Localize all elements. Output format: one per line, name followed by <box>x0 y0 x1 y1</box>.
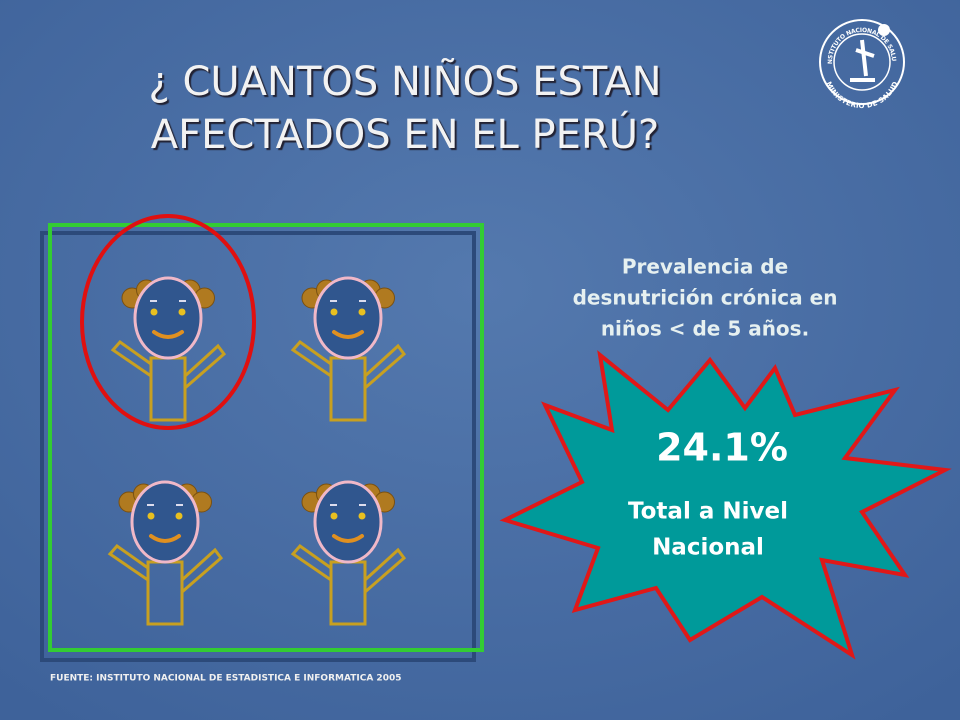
child-figure <box>110 276 227 422</box>
starburst <box>499 350 952 660</box>
child-figure <box>290 276 407 422</box>
subtitle-line: niños < de 5 años. <box>601 317 809 341</box>
child-figure <box>290 480 407 626</box>
frame-shadow <box>40 231 476 662</box>
frame <box>48 223 484 652</box>
burst-caption: Nacional <box>652 535 764 561</box>
highlight-circle <box>80 214 256 430</box>
burst-value: 24.1% <box>656 426 788 470</box>
title-line: AFECTADOS EN EL PERÚ? <box>151 110 660 158</box>
title-line: ¿ CUANTOS NIÑOS ESTAN <box>149 57 662 105</box>
burst-caption: Total a Nivel <box>628 499 788 525</box>
subtitle-line: desnutrición crónica en <box>573 286 838 310</box>
subtitle-line: Prevalencia de <box>622 255 788 279</box>
source: FUENTE: INSTITUTO NACIONAL DE ESTADISTIC… <box>50 674 401 684</box>
child-figure <box>107 480 224 626</box>
